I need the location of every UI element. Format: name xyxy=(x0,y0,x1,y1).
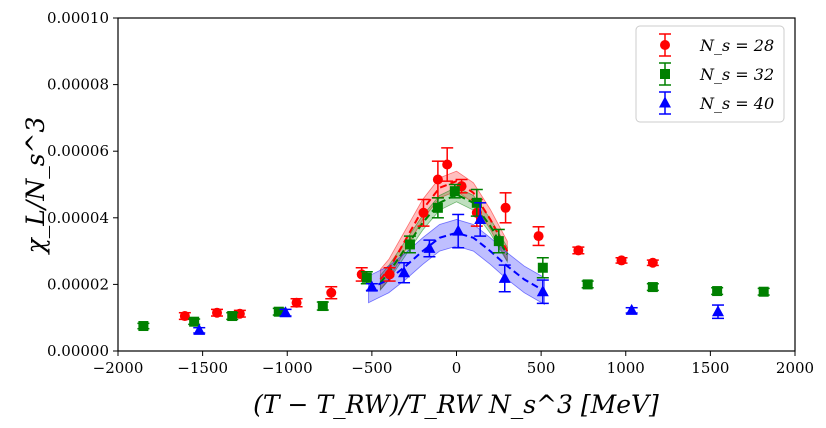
data-point xyxy=(758,286,769,297)
data-point xyxy=(474,212,487,224)
data-point xyxy=(647,257,658,268)
x-tick-label: −500 xyxy=(351,359,392,377)
data-point xyxy=(291,297,302,308)
x-tick-label: 2000 xyxy=(776,359,814,377)
y-tick-label: 0.00000 xyxy=(47,342,109,360)
data-point xyxy=(625,303,638,315)
x-tick-label: 1000 xyxy=(607,359,645,377)
data-point xyxy=(193,323,206,335)
data-point xyxy=(361,272,372,283)
data-point xyxy=(418,207,429,218)
y-tick-label: 0.00002 xyxy=(47,275,109,293)
legend-box xyxy=(635,25,785,123)
legend-marker xyxy=(660,69,670,79)
x-tick-label: −1500 xyxy=(177,359,228,377)
data-points xyxy=(137,147,770,335)
data-point xyxy=(500,202,511,213)
data-point xyxy=(582,279,593,290)
data-point xyxy=(536,285,549,297)
legend-marker xyxy=(660,40,670,50)
fit-band xyxy=(368,219,545,306)
data-point xyxy=(234,308,245,319)
data-point xyxy=(449,186,460,197)
x-tick-label: −2000 xyxy=(93,359,144,377)
data-point xyxy=(279,306,292,318)
data-point xyxy=(573,245,584,256)
y-tick-label: 0.00010 xyxy=(47,9,109,27)
data-point xyxy=(442,159,453,170)
y-tick-label: 0.00006 xyxy=(47,142,109,160)
data-point xyxy=(189,316,200,327)
data-point xyxy=(432,202,443,213)
data-point xyxy=(711,305,724,317)
data-point xyxy=(138,321,149,332)
data-point xyxy=(537,262,548,273)
data-point xyxy=(647,282,658,293)
y-tick-label: 0.00004 xyxy=(47,209,109,227)
legend-label: N_s = 32 xyxy=(699,65,774,84)
x-tick-label: 500 xyxy=(527,359,556,377)
data-point xyxy=(365,280,378,292)
x-axis-label: (T − T_RW)/T_RW N_s^3 [MeV] xyxy=(253,390,659,419)
data-point xyxy=(498,271,511,283)
data-point xyxy=(384,269,395,280)
y-axis-ticks: 0.00000 0.00002 0.00004 0.00006 0.00008 0.000… xyxy=(47,9,118,360)
data-point xyxy=(227,311,238,322)
x-tick-label: 1500 xyxy=(691,359,729,377)
legend-marker xyxy=(659,96,671,108)
data-point xyxy=(404,239,415,250)
data-point xyxy=(212,307,223,318)
data-point xyxy=(432,174,443,185)
legend: N_s = 28 N_s = 32 N_s = 40 xyxy=(635,25,785,123)
data-point xyxy=(273,306,284,317)
data-point xyxy=(398,266,411,278)
fit-line xyxy=(379,180,509,281)
data-point xyxy=(179,311,190,322)
data-point xyxy=(493,236,504,247)
y-tick-label: 0.00008 xyxy=(47,76,109,94)
data-point xyxy=(452,224,465,236)
data-point xyxy=(533,231,544,242)
x-tick-label: 0 xyxy=(452,359,462,377)
x-axis-ticks: −2000 −1500 −1000 −500 0 500 1000 1500 2000 xyxy=(93,351,814,377)
legend-label: N_s = 40 xyxy=(699,94,774,113)
data-point xyxy=(326,287,337,298)
data-point xyxy=(616,255,627,266)
x-tick-label: −1000 xyxy=(262,359,313,377)
data-point xyxy=(317,301,328,312)
legend-label: N_s = 28 xyxy=(699,36,774,55)
y-axis-label: χ_L/N_s^3 xyxy=(21,117,50,256)
data-point xyxy=(423,241,436,253)
data-point xyxy=(712,286,723,297)
